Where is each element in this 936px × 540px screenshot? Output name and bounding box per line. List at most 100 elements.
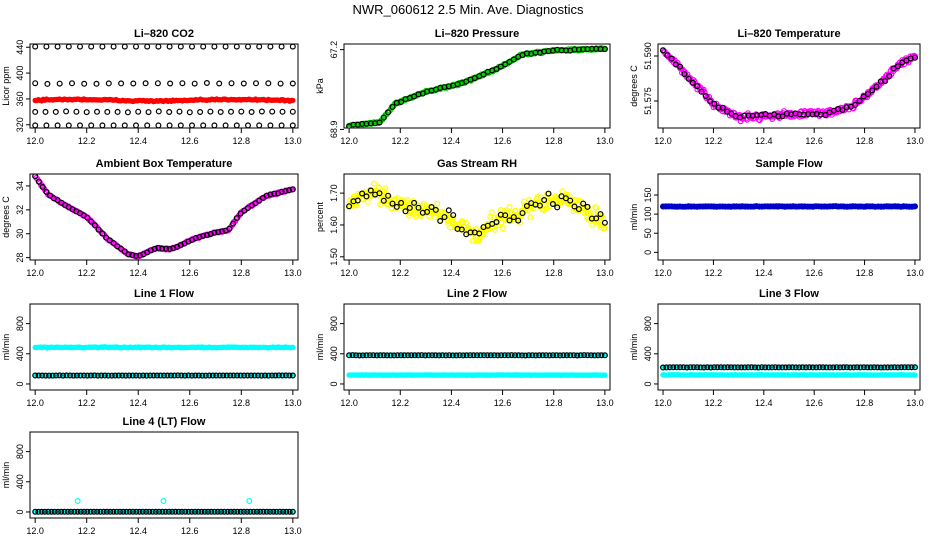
point-line4	[87, 508, 94, 515]
point-level-340	[176, 108, 183, 115]
point-level-385	[277, 80, 284, 87]
point-line1-low	[73, 372, 80, 379]
panel-title: Sample Flow	[755, 158, 823, 170]
point-box	[39, 184, 46, 191]
point-level-340	[197, 108, 204, 115]
point-rh-fill	[375, 184, 382, 191]
point-line1-low	[195, 372, 202, 379]
point-rh	[367, 187, 374, 194]
point-line2-high	[529, 352, 536, 359]
point-line4	[139, 508, 146, 515]
page-title: NWR_060612 2.5 Min. Ave. Diagnostics	[352, 2, 584, 17]
point-line3-high	[772, 364, 779, 371]
panel-4: Ambient Box Temperature 12.0 12.2 12.4 12.6 1…	[1, 158, 302, 278]
point-pressure	[398, 98, 405, 105]
y-tick-label: 68.9	[329, 121, 339, 139]
panel-title: Li–820 Pressure	[435, 28, 519, 40]
point-line1-low	[248, 372, 255, 379]
point-pressure	[385, 109, 392, 116]
point-level-385	[203, 79, 210, 86]
point-line4	[198, 508, 205, 515]
point-line3-high	[806, 364, 813, 371]
point-line3-high	[796, 364, 803, 371]
point-line4	[48, 508, 55, 515]
point-line1-low	[108, 372, 115, 379]
point-level-440	[177, 44, 184, 50]
x-tick-label: 12.8	[233, 526, 251, 536]
point-level-440	[144, 44, 151, 50]
y-tick-label: 800	[643, 316, 653, 331]
point-box	[43, 188, 50, 195]
point-line1-low	[255, 372, 262, 379]
data-points	[659, 203, 918, 210]
point-level-340	[166, 108, 173, 115]
point-level-340	[104, 108, 111, 115]
point-line1-low	[59, 372, 66, 379]
point-box	[133, 252, 140, 259]
x-tick-label: 12.2	[78, 398, 96, 408]
point-line4	[178, 508, 185, 515]
point-rh	[545, 190, 552, 197]
y-tick-label: 0	[643, 381, 653, 386]
point-line4	[169, 508, 176, 515]
point-line3-high	[762, 364, 769, 371]
point-line4	[172, 508, 179, 515]
point-line2-high	[391, 352, 398, 359]
point-temp	[659, 47, 666, 54]
x-tick-label: 13.0	[284, 268, 302, 278]
point-line4	[120, 508, 127, 515]
point-line2-high	[494, 352, 501, 359]
x-tick-label: 12.6	[181, 136, 199, 146]
point-rh	[385, 192, 392, 199]
data-points	[32, 344, 296, 379]
point-level-440	[233, 44, 240, 50]
point-box	[230, 220, 237, 227]
point-box	[192, 235, 199, 242]
point-rh-fill	[601, 225, 608, 232]
point-line2-high	[487, 352, 494, 359]
point-line4	[81, 508, 88, 515]
point-level-320	[77, 122, 83, 128]
point-line3-high	[809, 364, 816, 371]
point-rh	[458, 226, 465, 233]
point-line4	[244, 508, 251, 515]
point-rh	[393, 203, 400, 210]
point-line1-low	[161, 372, 168, 379]
point-line4	[234, 508, 241, 515]
y-tick-label: 400	[643, 346, 653, 361]
plot-frame	[657, 173, 921, 261]
point-level-440	[32, 44, 39, 50]
data-points	[659, 364, 918, 378]
point-level-320	[233, 122, 240, 128]
point-rh-fill	[434, 200, 441, 207]
point-rh-fill	[589, 221, 596, 228]
point-line3-high	[911, 364, 918, 371]
point-line2-high	[353, 352, 360, 359]
point-level-440	[211, 44, 218, 50]
x-tick-label: 12.2	[392, 398, 410, 408]
point-line2-high	[581, 352, 588, 359]
y-tick-label: 150	[643, 188, 653, 203]
point-level-340	[279, 108, 286, 115]
point-pressure	[502, 61, 509, 68]
point-rh	[575, 206, 582, 213]
x-tick-label: 12.2	[705, 136, 723, 146]
point-rh	[562, 195, 569, 202]
point-line3-high	[840, 364, 847, 371]
point-line3-high	[881, 364, 888, 371]
point-line1-low	[258, 372, 265, 379]
point-box	[196, 234, 203, 241]
point-line3-high	[819, 364, 826, 371]
point-rh	[441, 214, 448, 221]
point-line1-low	[91, 372, 98, 379]
panel-title: Line 4 (LT) Flow	[123, 416, 206, 428]
point-level-385	[118, 80, 125, 87]
point-line3-high	[891, 364, 898, 371]
point-temp	[779, 113, 786, 120]
point-temp	[856, 97, 863, 104]
point-line3-high	[690, 364, 697, 371]
point-line2-high	[460, 352, 467, 359]
point-line1-low	[181, 372, 188, 379]
point-level-340	[186, 109, 193, 116]
plot-frame	[343, 173, 611, 261]
